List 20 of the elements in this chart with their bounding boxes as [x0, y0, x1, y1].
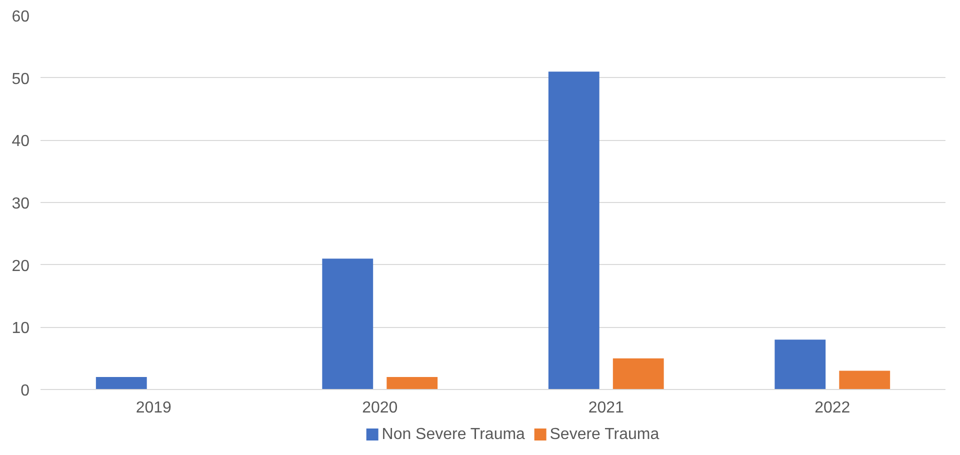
x-tick-label: 2022	[814, 400, 850, 416]
y-tick-label: 60	[12, 8, 30, 26]
y-tick-label: 30	[12, 196, 30, 212]
bar	[839, 370, 890, 390]
bar	[96, 377, 147, 390]
y-tick-label: 20	[12, 258, 30, 275]
y-tick-label: 50	[12, 70, 30, 88]
bar	[322, 258, 374, 390]
bar	[612, 358, 664, 390]
y-tick-label: 10	[12, 320, 30, 338]
bar	[774, 340, 826, 390]
legend-label: Non Severe Trauma	[382, 426, 526, 443]
x-tick-label: 2019	[136, 400, 172, 416]
bar	[548, 72, 600, 390]
legend-label: Severe Trauma	[550, 426, 660, 443]
bar	[386, 377, 438, 390]
y-tick-label: 40	[12, 133, 30, 150]
x-tick-label: 2020	[362, 400, 398, 416]
y-tick-label: 0	[20, 382, 30, 400]
x-tick-label: 2021	[588, 400, 624, 416]
